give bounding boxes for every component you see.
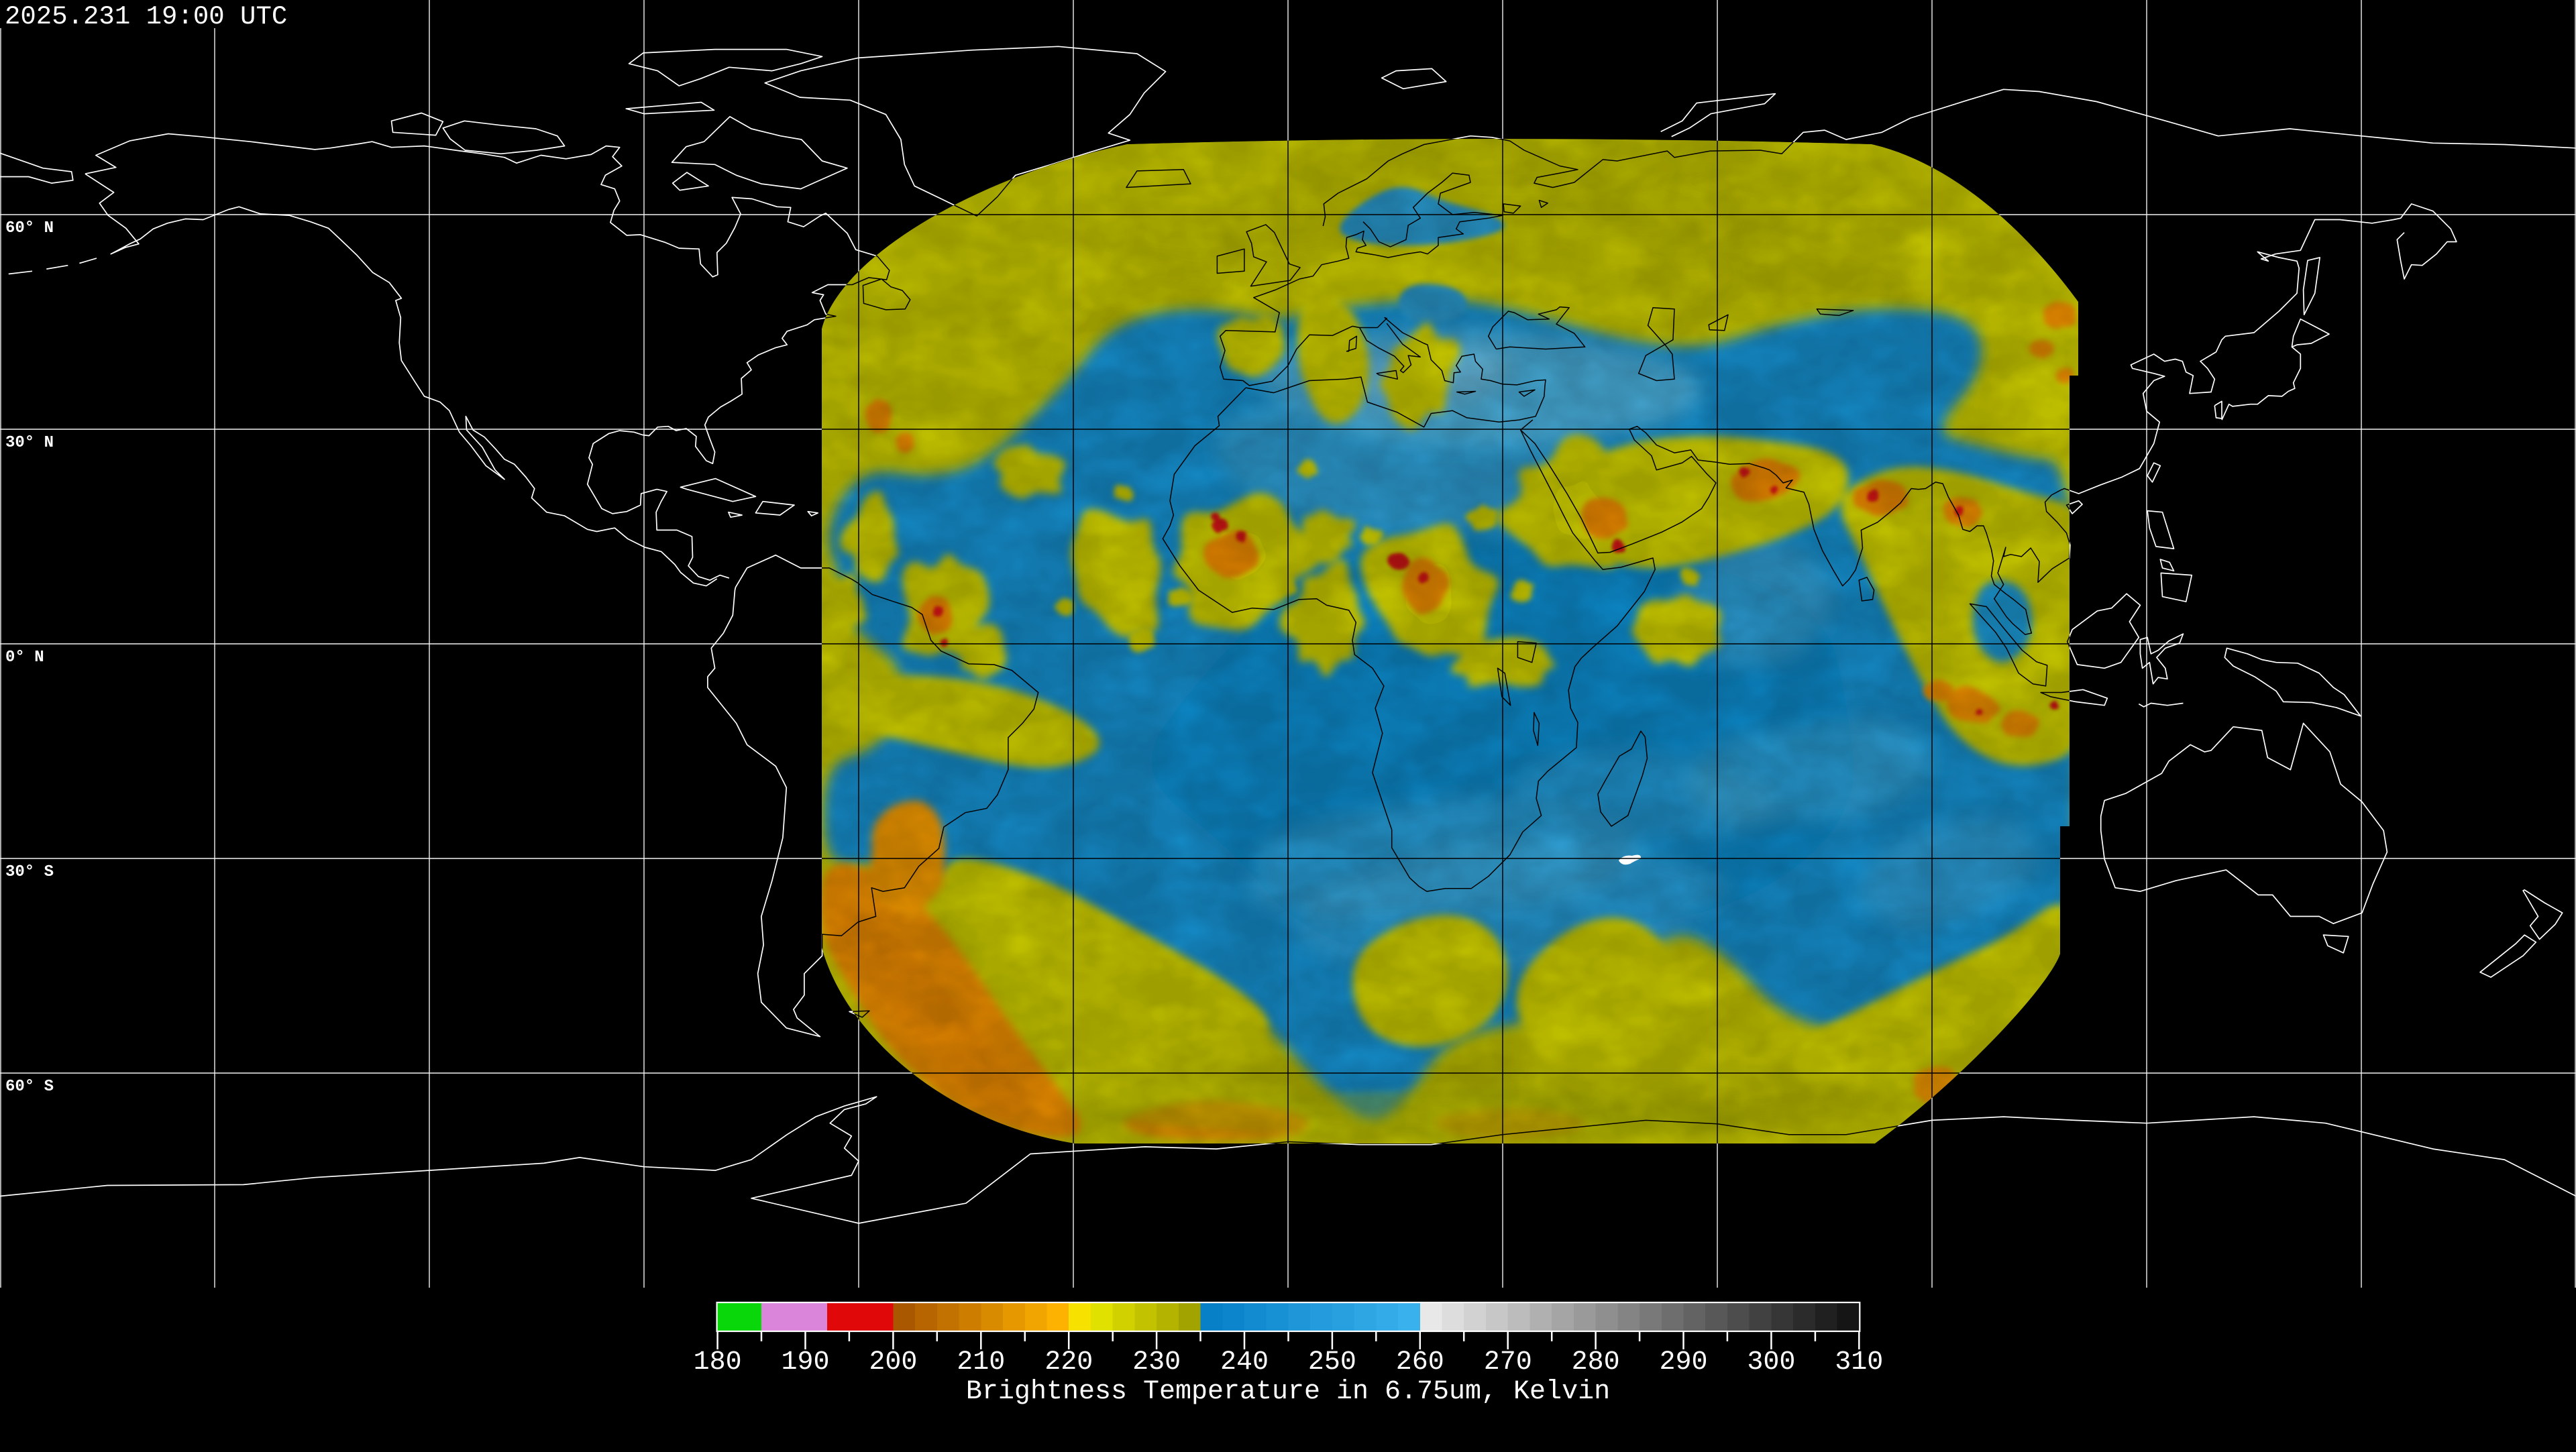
- svg-text:240: 240: [1220, 1347, 1269, 1378]
- svg-text:2025.231 19:00 UTC: 2025.231 19:00 UTC: [5, 2, 287, 32]
- svg-text:260: 260: [1396, 1347, 1444, 1378]
- svg-text:60° N: 60° N: [5, 219, 54, 237]
- svg-text:180: 180: [694, 1347, 742, 1378]
- svg-text:280: 280: [1572, 1347, 1620, 1378]
- svg-text:310: 310: [1835, 1347, 1883, 1378]
- svg-text:190: 190: [781, 1347, 829, 1378]
- svg-text:290: 290: [1659, 1347, 1707, 1378]
- svg-text:200: 200: [869, 1347, 917, 1378]
- svg-text:Brightness Temperature in 6.75: Brightness Temperature in 6.75um, Kelvin: [966, 1377, 1610, 1407]
- svg-text:300: 300: [1747, 1347, 1795, 1378]
- svg-text:230: 230: [1132, 1347, 1181, 1378]
- svg-text:60° S: 60° S: [5, 1078, 54, 1096]
- svg-text:30° N: 30° N: [5, 434, 54, 452]
- svg-text:270: 270: [1484, 1347, 1532, 1378]
- svg-text:220: 220: [1044, 1347, 1093, 1378]
- svg-text:210: 210: [957, 1347, 1005, 1378]
- svg-text:30° S: 30° S: [5, 863, 54, 881]
- svg-text:250: 250: [1308, 1347, 1356, 1378]
- svg-text:0° N: 0° N: [5, 649, 44, 667]
